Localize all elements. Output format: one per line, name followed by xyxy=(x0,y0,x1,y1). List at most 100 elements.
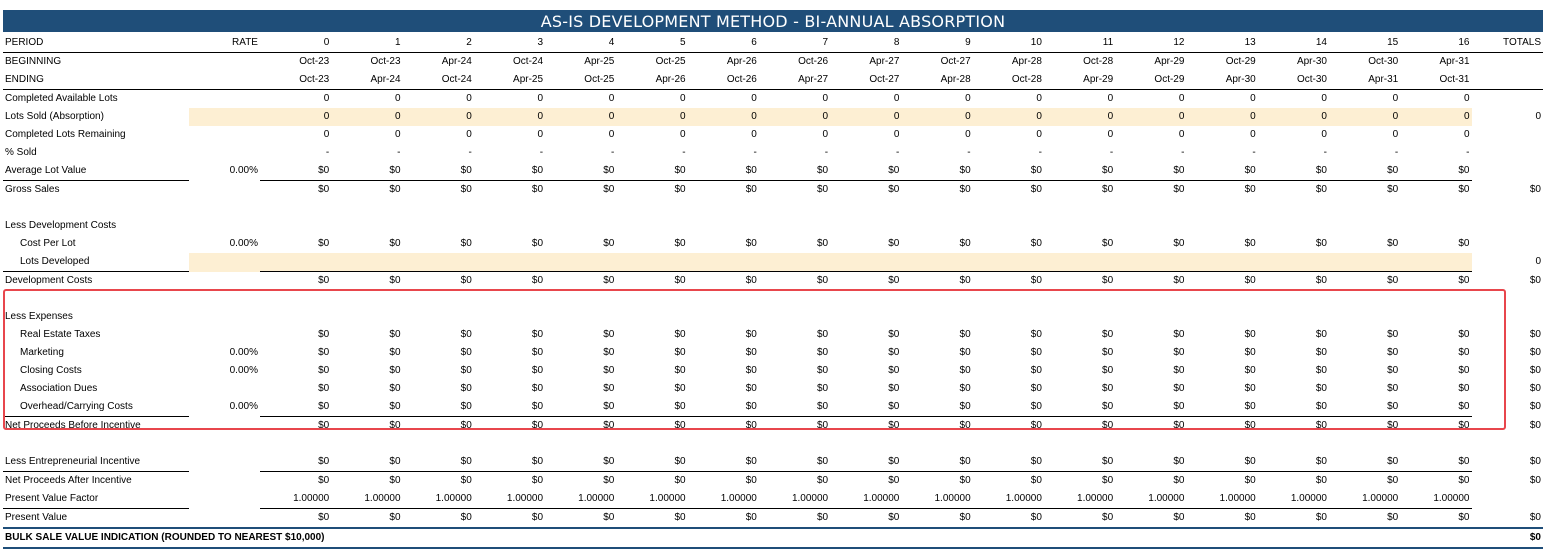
value-cell[interactable] xyxy=(616,199,687,217)
value-cell[interactable]: - xyxy=(824,147,829,158)
value-cell[interactable]: $0 xyxy=(616,416,688,435)
value-cell[interactable]: 0 xyxy=(830,108,902,126)
value-cell[interactable]: $0 xyxy=(1458,165,1470,176)
value-cell[interactable]: Apr-28 xyxy=(1011,56,1042,67)
value-cell[interactable]: $0 xyxy=(1102,401,1114,412)
value-cell[interactable]: 0 xyxy=(1107,93,1114,104)
value-cell[interactable]: $0 xyxy=(1315,383,1327,394)
value-cell[interactable] xyxy=(759,308,830,326)
rate-cell[interactable] xyxy=(189,217,260,235)
value-cell[interactable]: $0 xyxy=(1186,508,1258,528)
value-cell[interactable]: Apr-25 xyxy=(584,56,615,67)
value-cell[interactable]: $0 xyxy=(1458,401,1470,412)
value-cell[interactable]: $0 xyxy=(1244,238,1256,249)
value-cell[interactable]: $0 xyxy=(1315,165,1327,176)
value-cell[interactable] xyxy=(260,308,331,326)
value-cell[interactable]: $0 xyxy=(1458,329,1470,340)
value-cell[interactable]: $0 xyxy=(1315,456,1327,467)
value-cell[interactable]: Oct-26 xyxy=(687,71,759,90)
value-cell[interactable] xyxy=(403,290,474,308)
value-cell[interactable]: 0 xyxy=(965,93,971,104)
value-cell[interactable]: $0 xyxy=(318,165,330,176)
value-cell[interactable]: $0 xyxy=(603,329,615,340)
value-cell[interactable]: $0 xyxy=(1244,347,1256,358)
value-cell[interactable]: $0 xyxy=(1186,416,1258,435)
rate-cell[interactable] xyxy=(188,108,260,126)
value-cell[interactable]: $0 xyxy=(259,271,332,290)
value-cell[interactable]: $0 xyxy=(1400,271,1472,290)
value-cell[interactable]: $0 xyxy=(331,471,403,490)
value-cell[interactable]: $0 xyxy=(1387,347,1399,358)
value-cell[interactable]: $0 xyxy=(402,271,474,290)
value-cell[interactable]: $0 xyxy=(1244,401,1256,412)
value-cell[interactable]: $0 xyxy=(402,180,474,199)
total-cell[interactable]: $0 xyxy=(1471,527,1543,549)
value-cell[interactable]: $0 xyxy=(1400,471,1472,490)
value-cell[interactable] xyxy=(1258,435,1329,453)
value-cell[interactable]: Apr-29 xyxy=(1043,71,1116,90)
value-cell[interactable]: $0 xyxy=(816,365,829,376)
value-cell[interactable]: $0 xyxy=(901,471,973,490)
value-cell[interactable]: $0 xyxy=(959,383,971,394)
value-cell[interactable]: $0 xyxy=(1115,271,1187,290)
value-cell[interactable]: $0 xyxy=(901,180,973,199)
value-cell[interactable] xyxy=(1186,199,1257,217)
value-cell[interactable]: $0 xyxy=(901,271,973,290)
value-cell[interactable]: $0 xyxy=(603,456,615,467)
value-cell[interactable] xyxy=(1258,199,1329,217)
rate-cell[interactable]: 0.00% xyxy=(229,365,258,376)
value-cell[interactable] xyxy=(1329,290,1400,308)
value-cell[interactable]: $0 xyxy=(816,383,829,394)
rate-cell[interactable] xyxy=(189,181,260,200)
value-cell[interactable] xyxy=(901,290,972,308)
value-cell[interactable]: $0 xyxy=(259,508,332,528)
value-cell[interactable] xyxy=(403,217,474,235)
value-cell[interactable]: - xyxy=(1252,147,1256,158)
value-cell[interactable] xyxy=(1328,253,1401,272)
value-cell[interactable]: $0 xyxy=(972,416,1044,435)
total-cell[interactable] xyxy=(1472,235,1544,253)
value-cell[interactable]: $0 xyxy=(972,508,1044,528)
value-cell[interactable]: $0 xyxy=(1257,180,1329,199)
value-cell[interactable] xyxy=(616,253,688,272)
value-cell[interactable]: - xyxy=(682,147,686,158)
value-cell[interactable]: $0 xyxy=(1400,416,1472,435)
value-cell[interactable]: 1.00000 xyxy=(649,493,686,504)
value-cell[interactable]: $0 xyxy=(1315,329,1327,340)
value-cell[interactable]: $0 xyxy=(901,508,973,528)
value-cell[interactable] xyxy=(1329,308,1400,326)
value-cell[interactable] xyxy=(616,435,687,453)
value-cell[interactable] xyxy=(1329,435,1400,453)
value-cell[interactable]: $0 xyxy=(959,401,971,412)
value-cell[interactable] xyxy=(901,217,972,235)
value-cell[interactable] xyxy=(1400,290,1471,308)
value-cell[interactable]: $0 xyxy=(745,401,757,412)
total-cell[interactable] xyxy=(1472,217,1544,235)
value-cell[interactable]: 0 xyxy=(545,108,617,126)
value-cell[interactable]: $0 xyxy=(402,471,474,490)
total-cell[interactable]: 0 xyxy=(1535,256,1541,268)
value-cell[interactable]: Oct-28 xyxy=(972,71,1044,90)
rate-cell[interactable] xyxy=(189,272,260,291)
value-cell[interactable]: Oct-25 xyxy=(655,56,686,67)
value-cell[interactable]: $0 xyxy=(888,347,900,358)
value-cell[interactable]: $0 xyxy=(888,456,900,467)
value-cell[interactable]: $0 xyxy=(1328,271,1401,290)
value-cell[interactable]: - xyxy=(1109,147,1114,158)
value-cell[interactable]: $0 xyxy=(402,416,474,435)
value-cell[interactable]: $0 xyxy=(1458,456,1470,467)
value-cell[interactable]: $0 xyxy=(888,165,900,176)
value-cell[interactable] xyxy=(901,199,972,217)
value-cell[interactable] xyxy=(688,290,759,308)
value-cell[interactable]: $0 xyxy=(603,238,615,249)
value-cell[interactable]: $0 xyxy=(531,456,544,467)
value-cell[interactable]: $0 xyxy=(1173,329,1185,340)
value-cell[interactable] xyxy=(545,435,616,453)
value-cell[interactable] xyxy=(260,199,331,217)
value-cell[interactable]: Oct-27 xyxy=(940,56,971,67)
value-cell[interactable]: 0 xyxy=(1321,129,1327,140)
value-cell[interactable]: 1.00000 xyxy=(863,493,900,504)
value-cell[interactable]: $0 xyxy=(674,401,686,412)
value-cell[interactable] xyxy=(1400,253,1472,272)
value-cell[interactable]: $0 xyxy=(531,365,544,376)
